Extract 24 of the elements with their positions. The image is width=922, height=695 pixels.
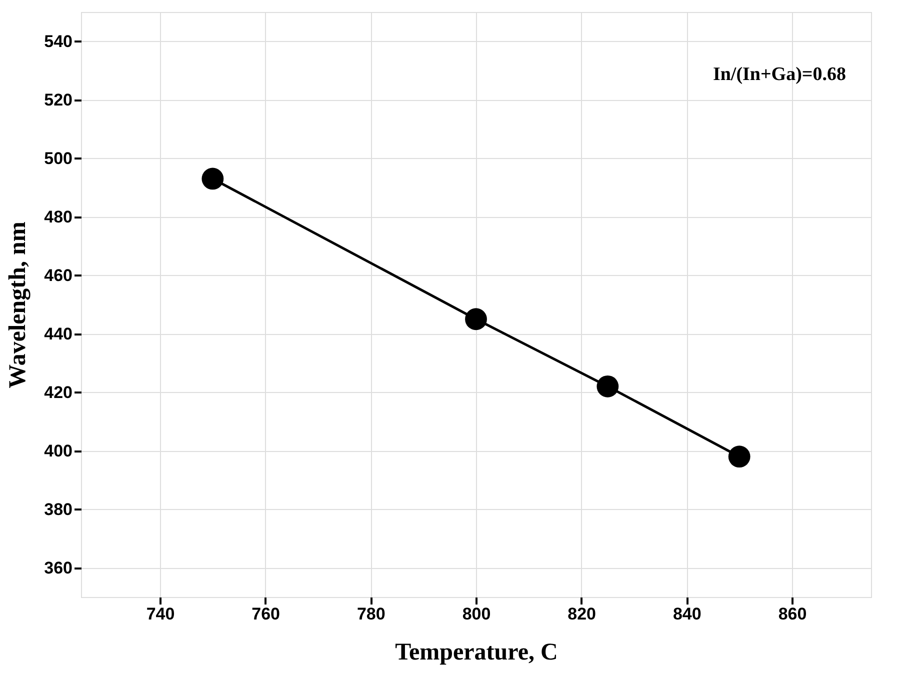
x-tick-label: 820 xyxy=(568,604,596,624)
y-tick-label: 480 xyxy=(44,207,72,226)
point xyxy=(465,308,487,330)
x-axis-title: Temperature, C xyxy=(395,640,558,666)
y-tick-label: 460 xyxy=(44,266,72,285)
point xyxy=(596,375,619,398)
y-tick-label: 400 xyxy=(44,441,72,460)
x-tick-label: 760 xyxy=(252,604,280,624)
point xyxy=(728,446,750,468)
x-tick-label: 800 xyxy=(462,604,491,624)
y-tick-label: 440 xyxy=(44,324,72,344)
y-tick-label: 500 xyxy=(44,148,72,168)
point xyxy=(202,168,224,190)
annotation: In/(In+Ga)=0.68 xyxy=(712,64,846,85)
x-tick-label: 740 xyxy=(146,604,175,624)
y-tick-label: 520 xyxy=(44,90,72,110)
y-axis-title: Wavelength, nm xyxy=(5,222,32,388)
x-tick-label: 780 xyxy=(356,604,386,624)
y-tick-label: 360 xyxy=(44,558,72,578)
y-tick-label: 380 xyxy=(44,500,72,519)
y-tick-label: 420 xyxy=(44,382,72,402)
x-tick-label: 860 xyxy=(778,604,807,624)
x-tick-label: 840 xyxy=(672,604,702,624)
y-tick-label: 540 xyxy=(44,32,72,51)
